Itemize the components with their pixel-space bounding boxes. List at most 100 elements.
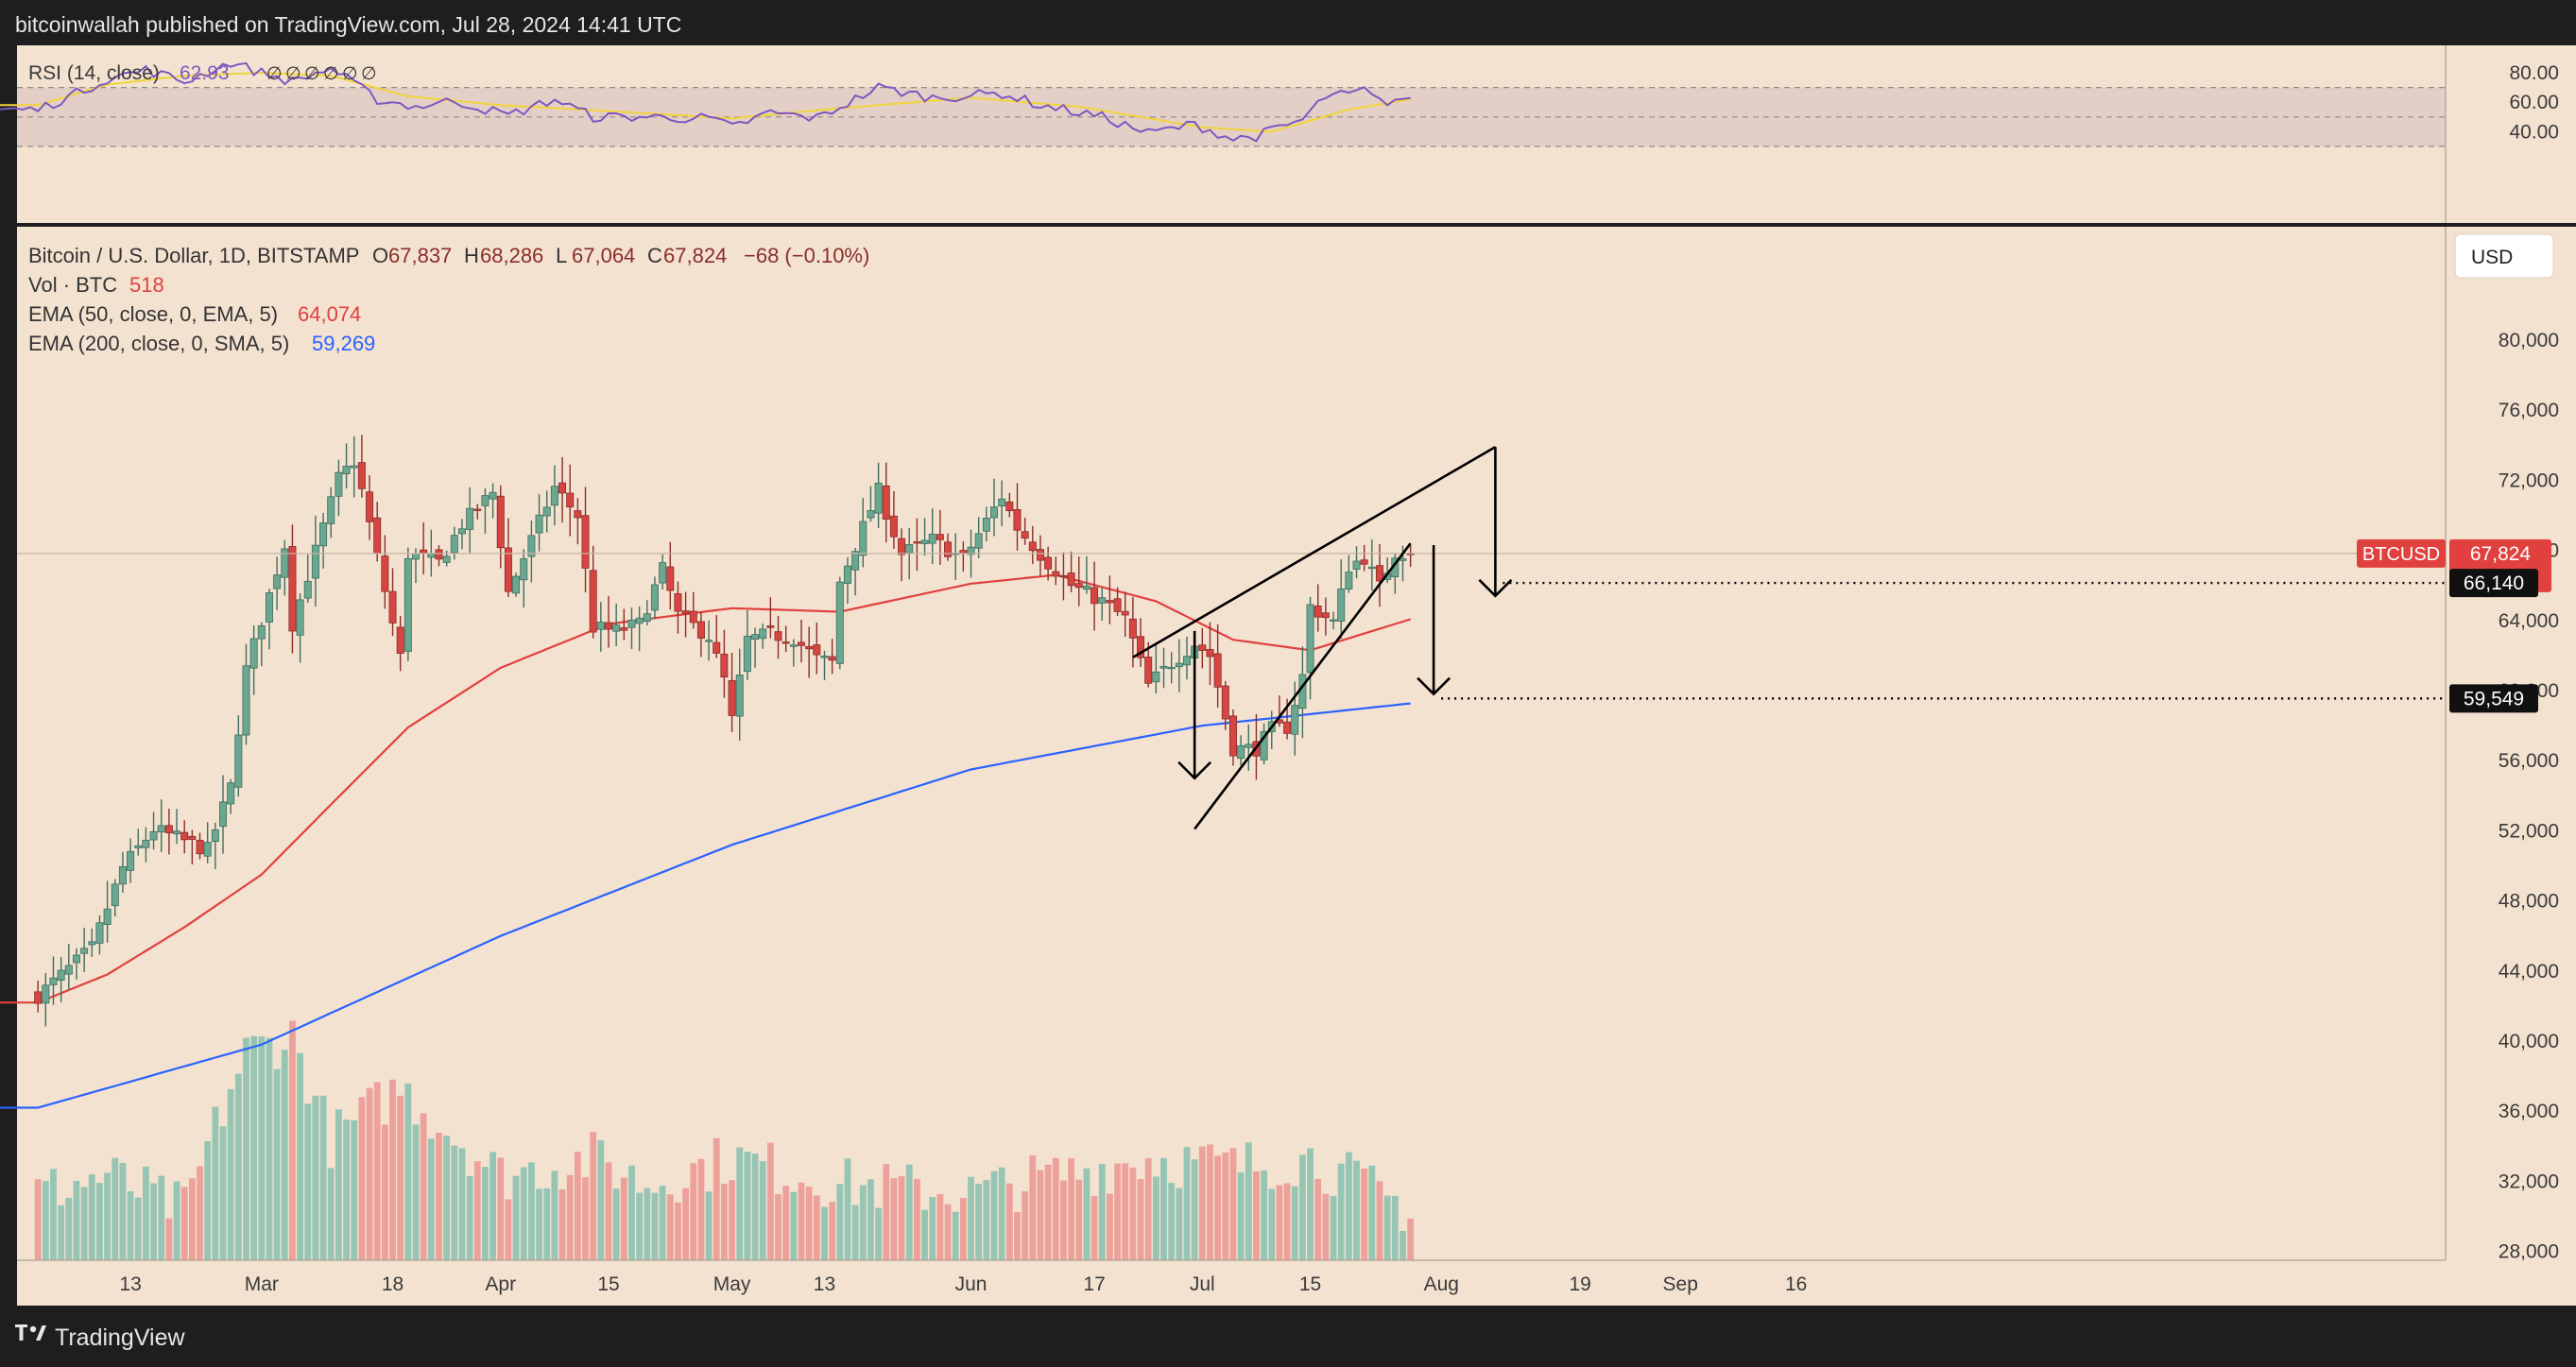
candle <box>1206 622 1214 686</box>
candle <box>72 948 80 980</box>
currency-button-bg[interactable] <box>2454 233 2554 279</box>
volume-bar <box>1391 1195 1399 1260</box>
volume-bar <box>1330 1195 1337 1260</box>
candle-body <box>1399 558 1407 561</box>
volume-bar <box>590 1132 597 1260</box>
time-tick-label: Sep <box>1663 1273 1698 1295</box>
time-tick-label: May <box>713 1273 751 1295</box>
candle-body <box>1159 665 1168 669</box>
candle-body <box>388 590 397 624</box>
legend-ema200-label: EMA (200, close, 0, SMA, 5) <box>28 332 289 355</box>
candle <box>889 490 898 549</box>
volume-bar <box>436 1133 442 1260</box>
candle-body <box>936 534 944 540</box>
candle <box>990 478 999 537</box>
candle <box>1052 556 1060 586</box>
candle <box>1376 543 1384 607</box>
rsi-placeholder: ∅ <box>304 64 320 84</box>
symbol-tag: BTCUSD <box>2362 544 2440 565</box>
footer-brand[interactable]: TradingView <box>55 1324 186 1351</box>
candle <box>34 981 43 1013</box>
volume-bar <box>1283 1183 1291 1260</box>
candle <box>188 829 197 865</box>
time-axis <box>17 1260 2446 1306</box>
candle <box>1260 723 1268 765</box>
candle-body <box>227 782 235 805</box>
tradingview-logo-icon[interactable] <box>15 1324 46 1341</box>
rsi-placeholder: ∅ <box>361 64 377 84</box>
ohlc-key: O <box>372 244 388 267</box>
candle-body <box>820 656 829 658</box>
volume-bar <box>1314 1178 1322 1260</box>
volume-bar <box>497 1157 505 1260</box>
candle-body <box>998 498 1006 507</box>
candle-body <box>1314 606 1322 618</box>
candle-body <box>681 610 690 614</box>
candle-body <box>1221 685 1229 720</box>
candle <box>535 494 543 552</box>
volume-bar <box>659 1186 666 1260</box>
candle-body <box>1360 559 1368 565</box>
candle <box>813 623 821 675</box>
volume-bar <box>65 1197 73 1260</box>
candle <box>789 639 798 667</box>
volume-bar <box>143 1166 149 1260</box>
candle-body <box>535 514 543 534</box>
candle-body <box>574 510 582 519</box>
volume-bar <box>983 1180 990 1260</box>
volume-bar <box>234 1073 242 1260</box>
currency-button[interactable]: USD <box>2454 233 2554 279</box>
candle <box>512 572 521 597</box>
candle-body <box>1144 657 1153 684</box>
candle <box>944 533 953 561</box>
volume-bar <box>1383 1195 1391 1260</box>
candle <box>751 627 760 668</box>
candle <box>1082 555 1091 594</box>
candle-body <box>95 922 104 944</box>
volume-bar <box>536 1188 542 1260</box>
candle-body <box>720 653 729 678</box>
candle-body <box>828 656 836 661</box>
candle <box>350 436 358 498</box>
volume-bar <box>50 1169 57 1260</box>
candle <box>612 603 621 647</box>
candle-body <box>357 462 366 489</box>
candle <box>1183 636 1192 680</box>
volume-bar <box>543 1188 551 1260</box>
candle <box>404 547 412 661</box>
candle <box>1352 546 1361 579</box>
candle <box>1306 596 1314 700</box>
candle-body <box>1021 531 1029 539</box>
candle-body <box>1091 587 1099 605</box>
volume-bar <box>821 1206 828 1260</box>
volume-bar <box>551 1170 558 1260</box>
volume-bar <box>759 1161 766 1260</box>
volume-bar <box>805 1187 813 1260</box>
candle-body <box>1367 566 1376 570</box>
volume-bar <box>844 1158 851 1260</box>
time-tick-label: 13 <box>814 1273 835 1295</box>
candle-body <box>1260 731 1268 760</box>
candle <box>1152 642 1160 694</box>
candle-body <box>496 495 505 549</box>
candle-body <box>674 593 682 612</box>
candle-body <box>1228 715 1237 757</box>
candle-body <box>898 538 906 555</box>
candle <box>234 715 243 797</box>
candle <box>798 619 806 663</box>
candle <box>1059 552 1068 601</box>
currency-button-label[interactable]: USD <box>2471 247 2513 268</box>
volume-bar <box>150 1183 157 1260</box>
ohlc-change: −68 (−0.10%) <box>744 244 869 267</box>
candle <box>134 829 143 856</box>
candle <box>1044 546 1053 581</box>
volume-bar <box>566 1174 574 1260</box>
candle <box>242 643 250 745</box>
candle <box>57 956 65 1003</box>
candle <box>1321 597 1330 636</box>
volume-bar <box>1337 1163 1345 1260</box>
candle <box>705 620 713 661</box>
volume-bar <box>489 1152 496 1260</box>
candle <box>1005 492 1014 518</box>
candle <box>1013 483 1022 551</box>
